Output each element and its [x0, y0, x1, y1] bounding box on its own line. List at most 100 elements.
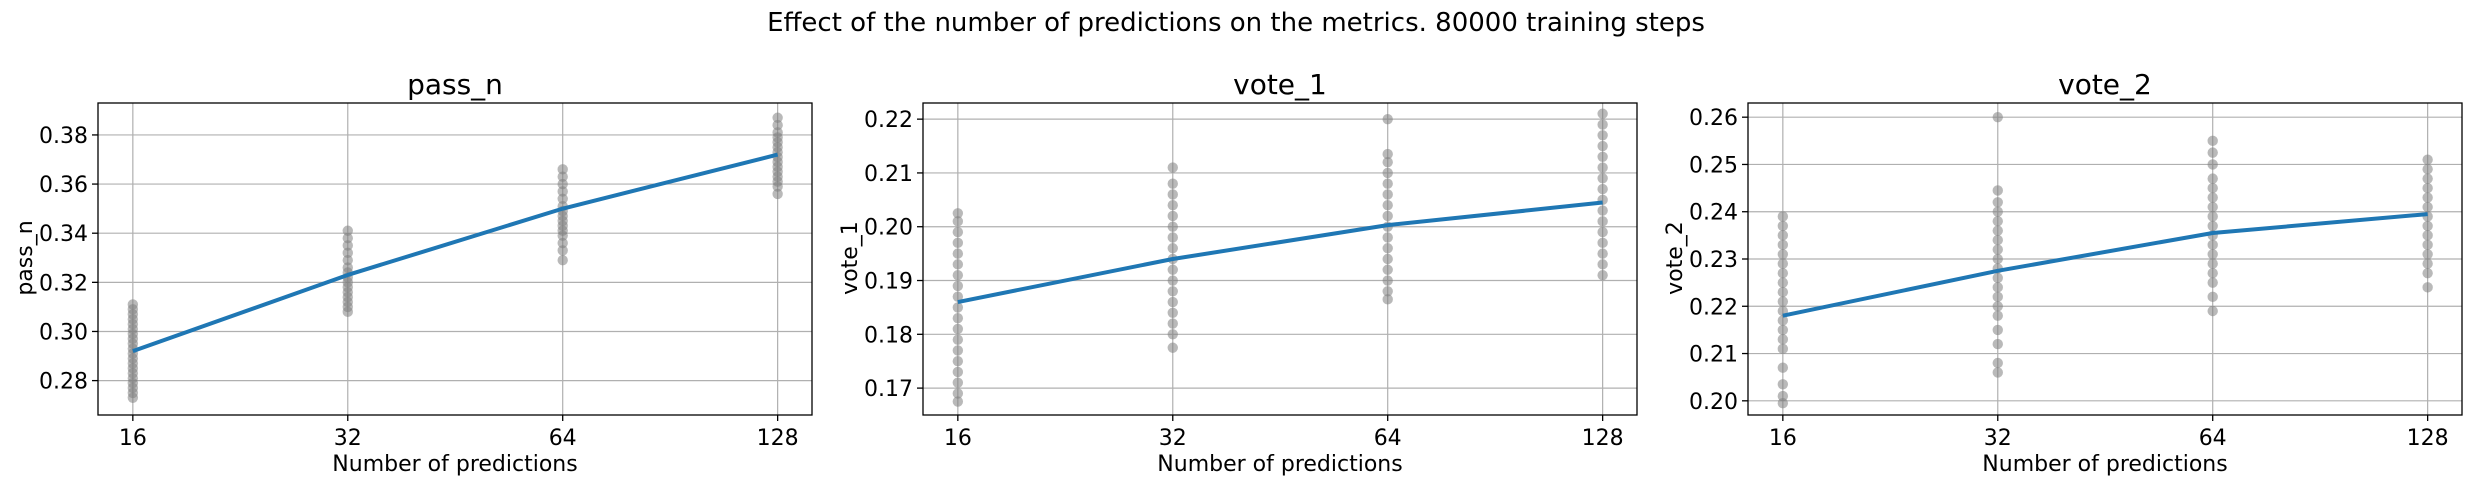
- scatter-point: [1777, 315, 1789, 326]
- scatter-point: [772, 112, 783, 123]
- scatter-point: [1382, 148, 1393, 160]
- x-axis-label: Number of predictions: [332, 452, 577, 477]
- scatter-point: [557, 186, 568, 197]
- scatter-point: [557, 171, 568, 182]
- scatter-point: [2207, 135, 2218, 147]
- scatter-point: [1992, 282, 2003, 293]
- y-tick-label: 0.34: [39, 222, 88, 247]
- scatter-point: [1167, 200, 1178, 211]
- scatter-point: [952, 345, 964, 356]
- scatter-point: [1992, 185, 2003, 196]
- y-tick-label: 0.21: [1689, 343, 1738, 368]
- x-tick-label: 128: [2407, 426, 2449, 451]
- y-tick-label: 0.22: [864, 108, 913, 133]
- scatter-point: [1992, 357, 2003, 369]
- y-tick-label: 0.24: [1689, 201, 1738, 226]
- scatter-point: [952, 334, 964, 345]
- y-tick-label: 0.36: [39, 173, 88, 198]
- scatter-point: [1597, 108, 1608, 119]
- scatter-point: [1992, 244, 2003, 255]
- subplot-title: vote_1: [1233, 68, 1327, 101]
- x-axis-label: Number of predictions: [1157, 452, 1402, 477]
- scatter-point: [952, 377, 964, 388]
- scatter-point: [342, 306, 353, 318]
- scatter-point: [952, 302, 964, 313]
- scatter-point: [1167, 162, 1178, 173]
- scatter-point: [1777, 220, 1789, 232]
- scatter-point: [1597, 140, 1608, 152]
- scatter-point: [1167, 210, 1178, 222]
- scatter-point: [952, 396, 964, 407]
- scatter-point: [1382, 156, 1393, 168]
- scatter-point: [2422, 163, 2433, 175]
- scatter-point: [1382, 243, 1393, 254]
- scatter-point: [342, 247, 353, 259]
- scatter-point: [1992, 225, 2003, 236]
- x-axis-label: Number of predictions: [1982, 452, 2227, 477]
- scatter-point: [1597, 119, 1608, 130]
- scatter-point: [1777, 324, 1789, 336]
- scatter-point: [342, 240, 353, 251]
- scatter-point: [2422, 249, 2433, 260]
- scatter-point: [772, 119, 783, 131]
- scatter-point: [952, 388, 964, 399]
- axes-frame: [922, 102, 1638, 416]
- y-axis-label: vote_2: [1663, 221, 1688, 295]
- scatter-point: [1167, 296, 1178, 308]
- scatter-point: [1777, 334, 1789, 345]
- y-tick-label: 0.21: [864, 162, 913, 187]
- scatter-point: [952, 280, 964, 292]
- scatter-point: [342, 232, 353, 244]
- subplot-vote-1: 16 32 64 128 0.17 0.18 0.19 0.20 0.21 0.22 vote_1…: [838, 68, 1638, 477]
- scatter-point: [1597, 162, 1608, 173]
- y-tick-label: 0.28: [39, 370, 88, 395]
- scatter-point: [1992, 338, 2003, 350]
- scatter-point: [1382, 210, 1393, 222]
- x-tick-label: 128: [757, 426, 799, 451]
- scatter-point: [2207, 192, 2218, 203]
- scatter-point: [1382, 275, 1393, 286]
- scatter-point: [1992, 197, 2003, 208]
- scatter-point: [1597, 205, 1608, 216]
- scatter-point: [1777, 296, 1789, 307]
- scatter-point: [952, 208, 964, 219]
- scatter-point: [1167, 286, 1178, 297]
- scatter-point: [1597, 248, 1608, 259]
- y-tick-label: 0.17: [864, 377, 913, 402]
- plot-area: 16 32 64 128 0.20 0.21 0.22 0.23 0.24 0.25 0.26: [1689, 102, 2463, 451]
- scatter-point: [2207, 239, 2218, 251]
- scatter-point: [952, 259, 964, 270]
- scatter-point: [1382, 264, 1393, 275]
- x-tick-label: 32: [334, 426, 362, 451]
- scatter-point: [557, 230, 568, 241]
- scatter-point: [1597, 173, 1608, 184]
- scatter-point: [2422, 239, 2433, 251]
- y-tick-label: 0.23: [1689, 248, 1738, 273]
- x-tick-label: 32: [1159, 426, 1187, 451]
- y-tick-label: 0.20: [1689, 390, 1738, 415]
- scatter-point: [1992, 367, 2003, 378]
- scatter-point: [2207, 159, 2218, 170]
- scatter-point: [772, 181, 783, 192]
- scatter-point: [1382, 178, 1393, 189]
- scatter-point: [557, 255, 568, 266]
- scatter-point: [1167, 307, 1178, 318]
- scatter-point: [1382, 200, 1393, 211]
- scatter-point: [557, 164, 568, 175]
- scatter-point: [1167, 342, 1178, 353]
- plot-area: 16 32 64 128 0.28 0.30 0.32 0.34 0.36 0.38: [39, 102, 813, 451]
- subplot-pass-n: 16 32 64 128 0.28 0.30 0.32 0.34 0.36 0.38 pass_n…: [13, 68, 813, 477]
- scatter-point: [1382, 232, 1393, 243]
- x-tick-label: 64: [549, 426, 577, 451]
- scatter-point: [952, 226, 964, 238]
- scatter-point: [1382, 253, 1393, 265]
- scatter-point: [2207, 173, 2218, 184]
- scatter-point: [1777, 379, 1789, 390]
- scatter-point: [2422, 220, 2433, 232]
- scatter-point: [1167, 243, 1178, 254]
- scatter-point: [1992, 253, 2003, 265]
- scatter-point: [2207, 201, 2218, 213]
- scatter-point: [2207, 211, 2218, 222]
- y-tick-label: 0.18: [864, 323, 913, 348]
